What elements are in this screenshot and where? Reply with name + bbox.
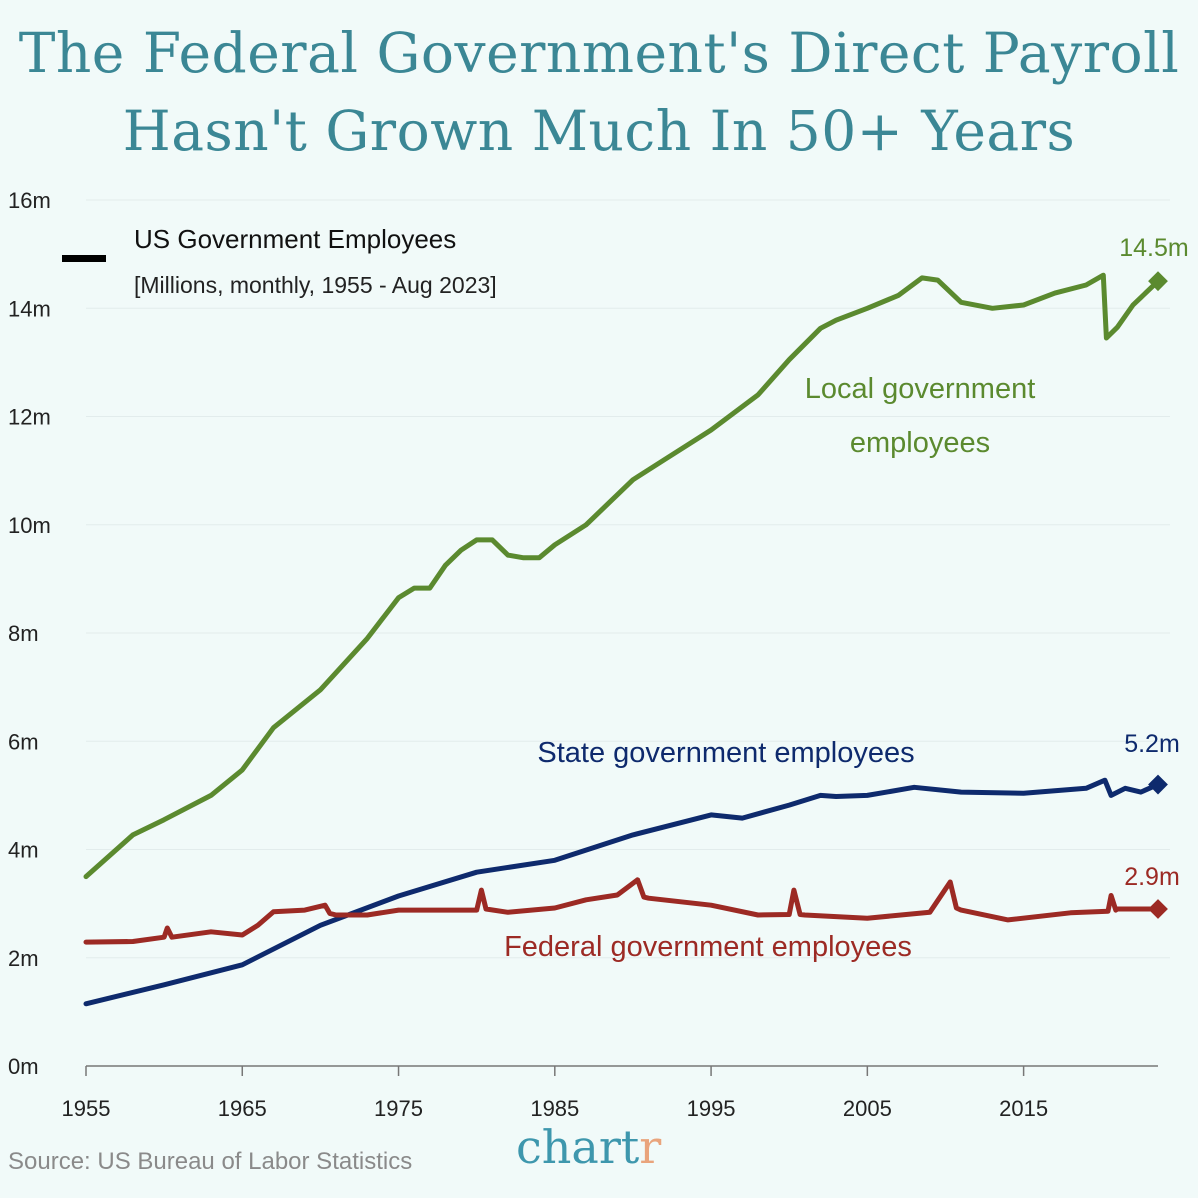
series-label: Federal government employees bbox=[504, 931, 912, 963]
title-line-1: The Federal Government's Direct Payroll bbox=[18, 21, 1180, 85]
end-value-label: 5.2m bbox=[1124, 730, 1180, 758]
end-value-label: 2.9m bbox=[1124, 863, 1180, 891]
y-tick-label: 8m bbox=[8, 621, 39, 646]
end-point-marker bbox=[1148, 899, 1168, 919]
series-line bbox=[83, 272, 1161, 880]
legend-swatch bbox=[62, 255, 106, 262]
y-tick-label: 10m bbox=[8, 513, 51, 538]
series-label: State government employees bbox=[537, 737, 914, 769]
x-tick-label: 1995 bbox=[687, 1096, 736, 1121]
y-tick-label: 12m bbox=[8, 405, 51, 430]
source-note: Source: US Bureau of Labor Statistics bbox=[8, 1148, 413, 1175]
y-tick-label: 14m bbox=[8, 296, 51, 321]
x-tick-label: 2005 bbox=[843, 1096, 892, 1121]
end-value-label: 14.5m bbox=[1119, 234, 1188, 262]
y-tick-label: 6m bbox=[8, 729, 39, 754]
series-line bbox=[83, 877, 1161, 945]
legend-subtitle: [Millions, monthly, 1955 - Aug 2023] bbox=[134, 272, 497, 298]
chartr-logo: chartr bbox=[516, 1120, 662, 1174]
series-label: employees bbox=[850, 427, 990, 459]
chart-title: The Federal Government's Direct Payroll … bbox=[0, 14, 1198, 170]
y-tick-label: 0m bbox=[8, 1054, 39, 1079]
x-tick-label: 1985 bbox=[530, 1096, 579, 1121]
y-tick-label: 2m bbox=[8, 946, 39, 971]
legend-title: US Government Employees bbox=[134, 224, 456, 254]
x-tick-label: 2015 bbox=[999, 1096, 1048, 1121]
end-point-marker bbox=[1148, 774, 1168, 795]
x-tick-label: 1965 bbox=[218, 1096, 267, 1121]
x-tick-label: 1955 bbox=[62, 1096, 111, 1121]
series-label: Local government bbox=[805, 373, 1036, 405]
title-line-2: Hasn't Grown Much In 50+ Years bbox=[122, 99, 1076, 163]
y-tick-label: 16m bbox=[8, 188, 51, 213]
end-point-marker bbox=[1148, 271, 1168, 292]
y-tick-label: 4m bbox=[8, 838, 39, 863]
x-tick-label: 1975 bbox=[374, 1096, 423, 1121]
series-line bbox=[83, 777, 1161, 1007]
